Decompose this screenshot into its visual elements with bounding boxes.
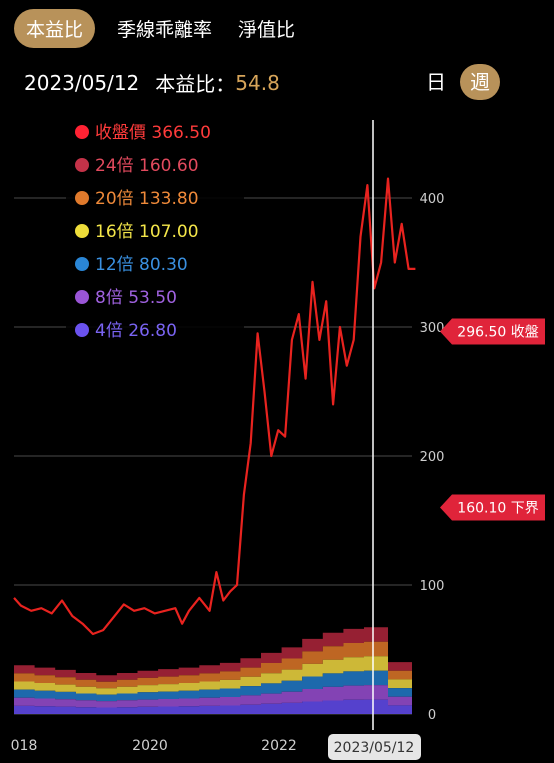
tab-pe-ratio[interactable]: 本益比 [14,8,96,48]
legend-dot [75,224,89,238]
band-16x [14,656,412,695]
metric-label: 本益比： [155,72,236,96]
x-tick-label: 2020 [132,738,168,754]
flag-label: 160.10 下界 [457,500,538,516]
flag-shape [440,318,545,345]
flag-shape [440,494,545,521]
legend-dot [75,257,89,271]
legend-dot [75,290,89,304]
metric-value: 54.8 [235,70,280,95]
y-tick-label: 400 [420,192,445,207]
band-4x [14,699,412,714]
x-tick-label: 018 [11,738,38,754]
x-tick-label: 2022 [261,738,297,754]
band-24x [14,627,412,682]
band-8x [14,685,412,708]
legend-item: 24倍 160.60 [95,156,199,176]
period-week-button[interactable]: 週 [460,64,500,100]
legend-item: 20倍 133.80 [95,189,199,209]
ratio-tabs: 本益比 季線乖離率 淨值比 [14,8,317,48]
y-tick-label: 0 [428,708,436,723]
y-tick-label: 300 [420,321,445,336]
legend-item: 4倍 26.80 [95,321,177,341]
y-tick-label: 100 [420,579,445,594]
flag-label: 296.50 收盤 [457,325,538,341]
legend-item: 8倍 53.50 [95,288,177,308]
legend-item: 收盤價 366.50 [95,123,211,143]
legend-dot [75,125,89,139]
legend-item: 16倍 107.00 [95,222,199,242]
current-date: 2023/05/12 [24,70,140,95]
tab-pb-ratio[interactable]: 淨值比 [238,18,296,41]
legend-dot [75,323,89,337]
band-12x [14,670,412,702]
lower-bound-flag: 160.10 下界 [440,494,545,521]
y-tick-label: 200 [420,450,445,465]
pe-band-chart[interactable]: 0 100 200 300 400 018 2020 2022 2023/05/12 296.50… [0,110,554,763]
cursor-date-label: 2023/05/12 [334,740,415,756]
legend-box [66,116,244,352]
price-line [13,177,416,636]
band-20x [14,641,412,689]
close-price-flag: 296.50 收盤 [440,318,545,345]
period-selector: 日 週 [412,64,500,100]
legend-dot [75,191,89,205]
legend-dot [75,158,89,172]
legend-item: 12倍 80.30 [95,255,188,275]
info-row: 2023/05/12 本益比： 54.8 [24,68,280,97]
cursor-date-badge [328,734,421,760]
period-day-button[interactable]: 日 [426,70,446,94]
tab-quarterly-bias[interactable]: 季線乖離率 [117,18,213,41]
